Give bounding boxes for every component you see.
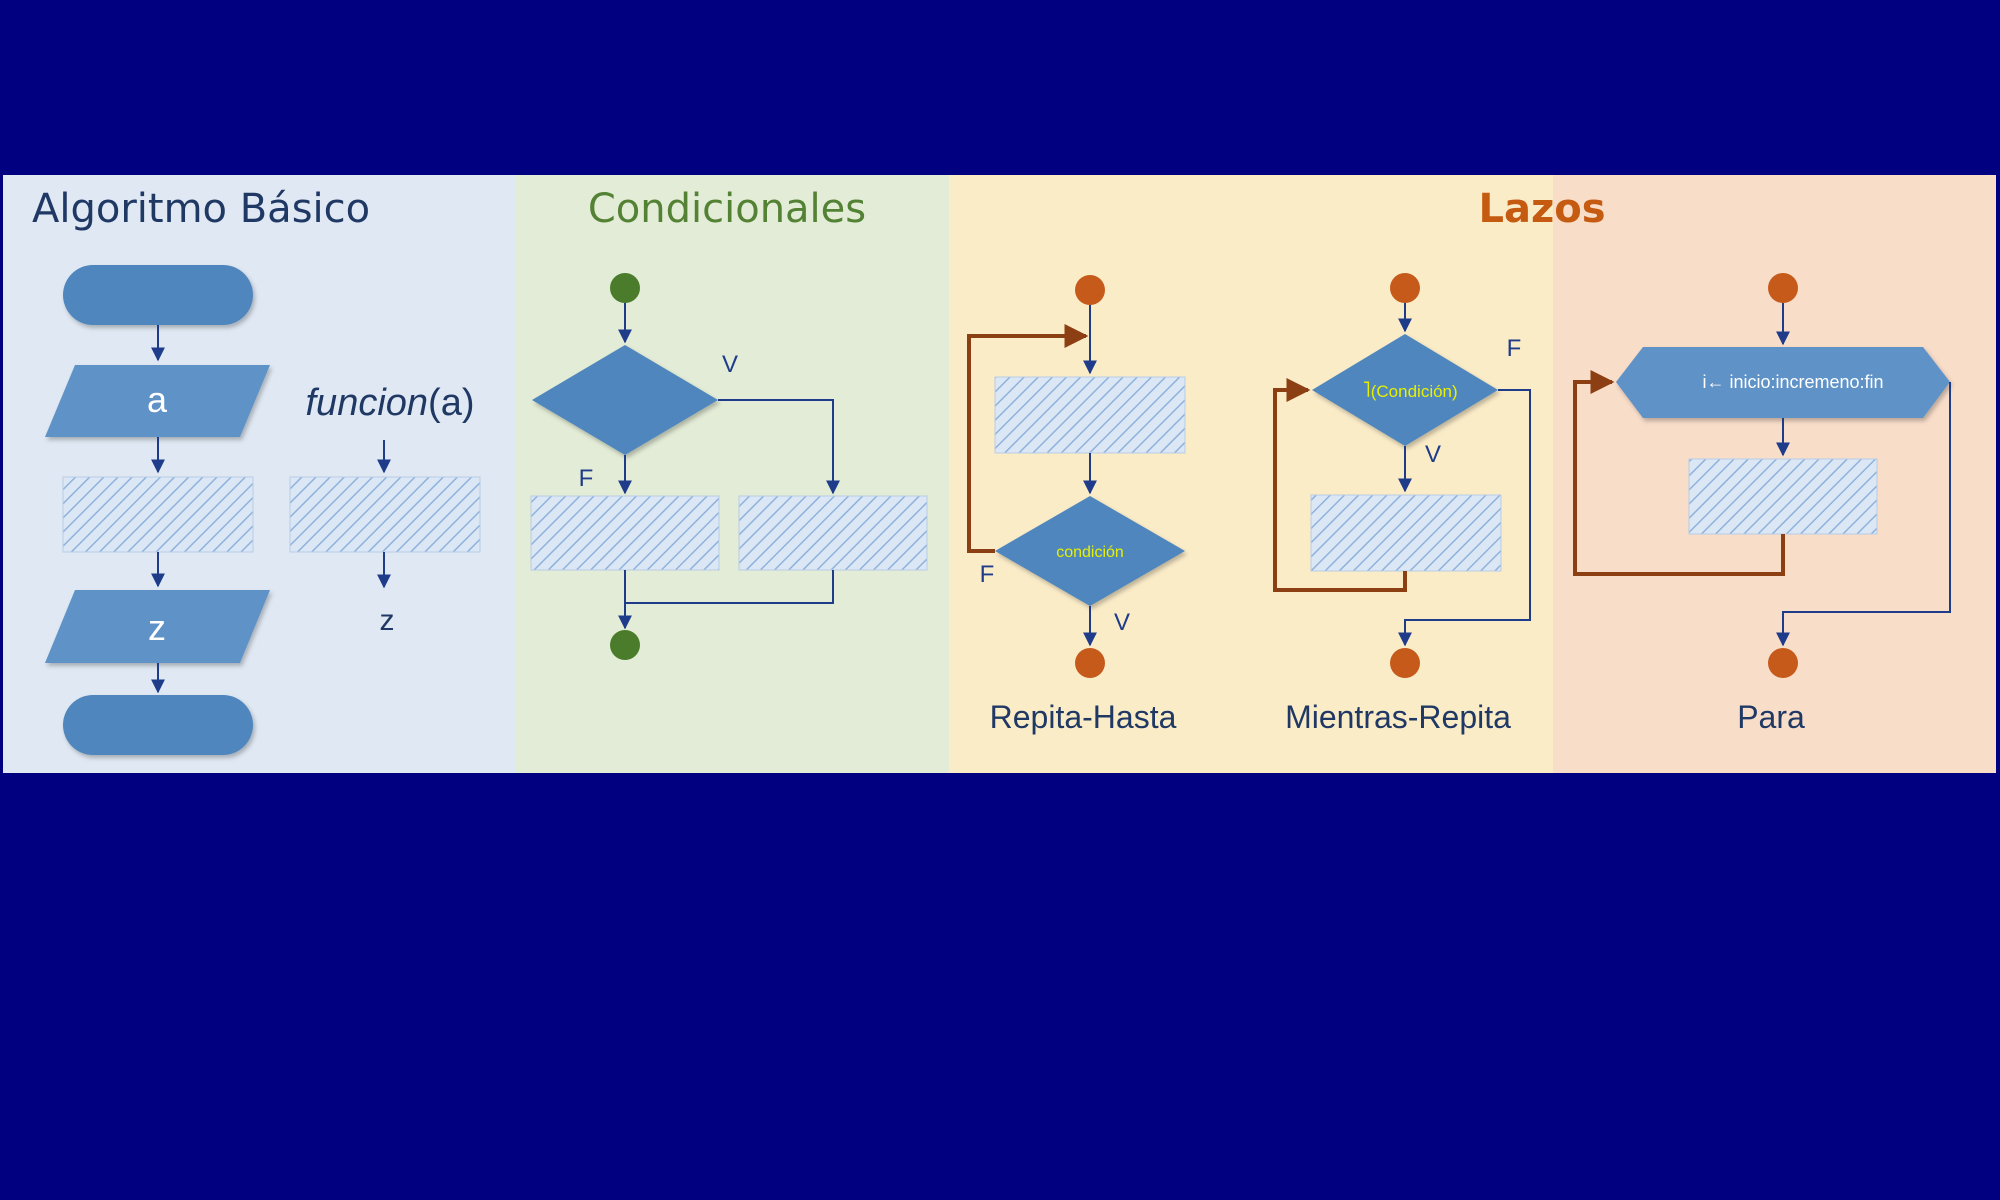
function-arg: (a) <box>428 382 474 424</box>
for-exit-line <box>1776 382 1951 647</box>
for-start-node <box>1768 273 1798 303</box>
basic-flow: a z funcion(a) z <box>45 265 481 755</box>
repeat-start-node <box>1075 275 1105 305</box>
for-process-box <box>1688 458 1878 535</box>
repeat-false-label: F <box>980 561 995 588</box>
terminal-start <box>63 265 253 325</box>
repeat-true-label: V <box>1114 609 1130 636</box>
repeat-loop-back <box>967 324 1089 553</box>
panels <box>3 175 1996 773</box>
while-start-node <box>1390 273 1420 303</box>
output-label: z <box>148 607 166 648</box>
while-end-node <box>1390 648 1420 678</box>
output-parallelogram <box>45 590 270 663</box>
while-flow: ˥(Condición) F V Mientras-Repita <box>1273 273 1531 735</box>
for-header-hexagon <box>1616 347 1950 418</box>
repeat-caption: Repita-Hasta <box>990 699 1177 735</box>
repeat-until-flow: condición F V Repita-Hasta <box>967 275 1186 735</box>
while-negation: ˥ <box>1362 377 1370 402</box>
repeat-condition-diamond <box>995 496 1185 606</box>
function-name: funcion <box>306 382 429 424</box>
panel-conditionals <box>515 175 949 773</box>
while-true-label: V <box>1425 441 1441 468</box>
panel-basic <box>3 175 515 773</box>
end-node <box>610 630 640 660</box>
false-process-box <box>530 495 720 571</box>
for-header-text: i← inicio:incremeno:fin <box>1702 372 1883 392</box>
repeat-condition-text: condición <box>1056 544 1124 561</box>
while-loop-back <box>1273 378 1407 592</box>
for-loop-back <box>1573 370 1785 576</box>
title-conditionals: Condicionales <box>588 186 866 232</box>
for-caption: Para <box>1737 699 1805 735</box>
while-process-box <box>1310 494 1502 572</box>
true-label: V <box>722 351 738 378</box>
merge-line <box>625 570 834 604</box>
title-loops: Lazos <box>1478 186 1605 232</box>
while-caption: Mientras-Repita <box>1285 699 1511 735</box>
repeat-process-box <box>994 376 1186 454</box>
function-label: funcion(a) <box>306 382 475 424</box>
while-condition-diamond <box>1312 334 1498 446</box>
start-node <box>610 273 640 303</box>
process-box <box>62 476 254 553</box>
conditional-flow: V F <box>530 273 928 660</box>
input-label: a <box>147 379 168 420</box>
for-flow: i← inicio:incremeno:fin Para <box>1573 273 1951 735</box>
true-process-box <box>738 495 928 571</box>
function-box <box>289 476 481 553</box>
panel-loops-yellow <box>949 175 1553 773</box>
function-output-label: z <box>380 604 395 637</box>
repeat-end-node <box>1075 648 1105 678</box>
for-end-node <box>1768 648 1798 678</box>
while-false-label: F <box>1507 335 1522 362</box>
title-basic: Algoritmo Básico <box>32 186 370 232</box>
input-parallelogram <box>45 365 270 437</box>
terminal-end <box>63 695 253 755</box>
false-label: F <box>579 465 594 492</box>
while-exit-line <box>1398 389 1531 647</box>
true-branch-line <box>718 399 840 495</box>
while-condition-text: ˥(Condición) <box>1362 377 1457 402</box>
decision-diamond <box>532 345 718 455</box>
while-condition-label: (Condición) <box>1371 382 1458 401</box>
